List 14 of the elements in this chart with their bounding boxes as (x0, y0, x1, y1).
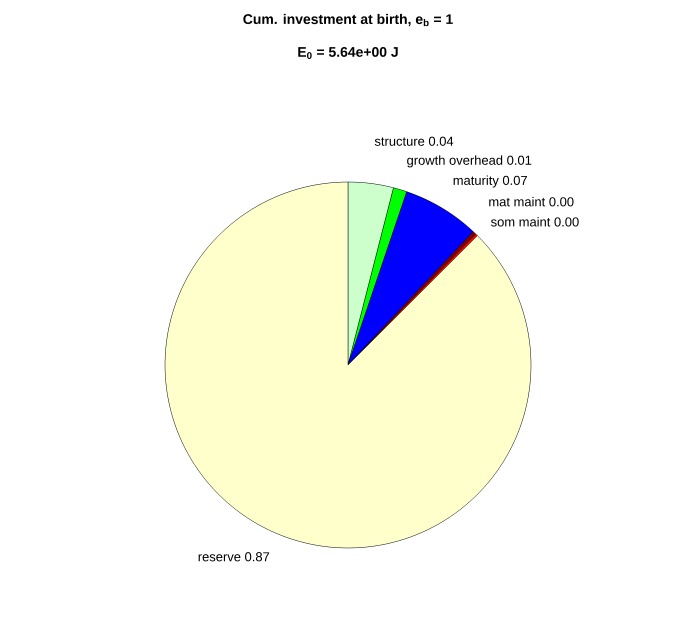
slice-label: structure (374, 137, 424, 146)
data-label: 0.07 (502, 176, 527, 185)
data-label: 0.01 (507, 156, 532, 165)
slice-label: mat maint (489, 196, 546, 206)
chart-title: Cum. investment at birth, e$_{b}$ = 1 (243, 14, 453, 26)
data-label: 0.00 (549, 197, 574, 206)
chart-subtitle: E$_{0}$ = 5.64e+00 J (298, 46, 398, 59)
data-label: 0.04 (428, 136, 454, 146)
slice-label: som maint (491, 217, 550, 227)
slice-label: growth overhead (407, 155, 502, 168)
data-label: 0.87 (245, 552, 270, 562)
data-label: 0.00 (554, 217, 579, 227)
slice-label: maturity (454, 175, 499, 188)
slice-label: reserve (198, 554, 240, 562)
